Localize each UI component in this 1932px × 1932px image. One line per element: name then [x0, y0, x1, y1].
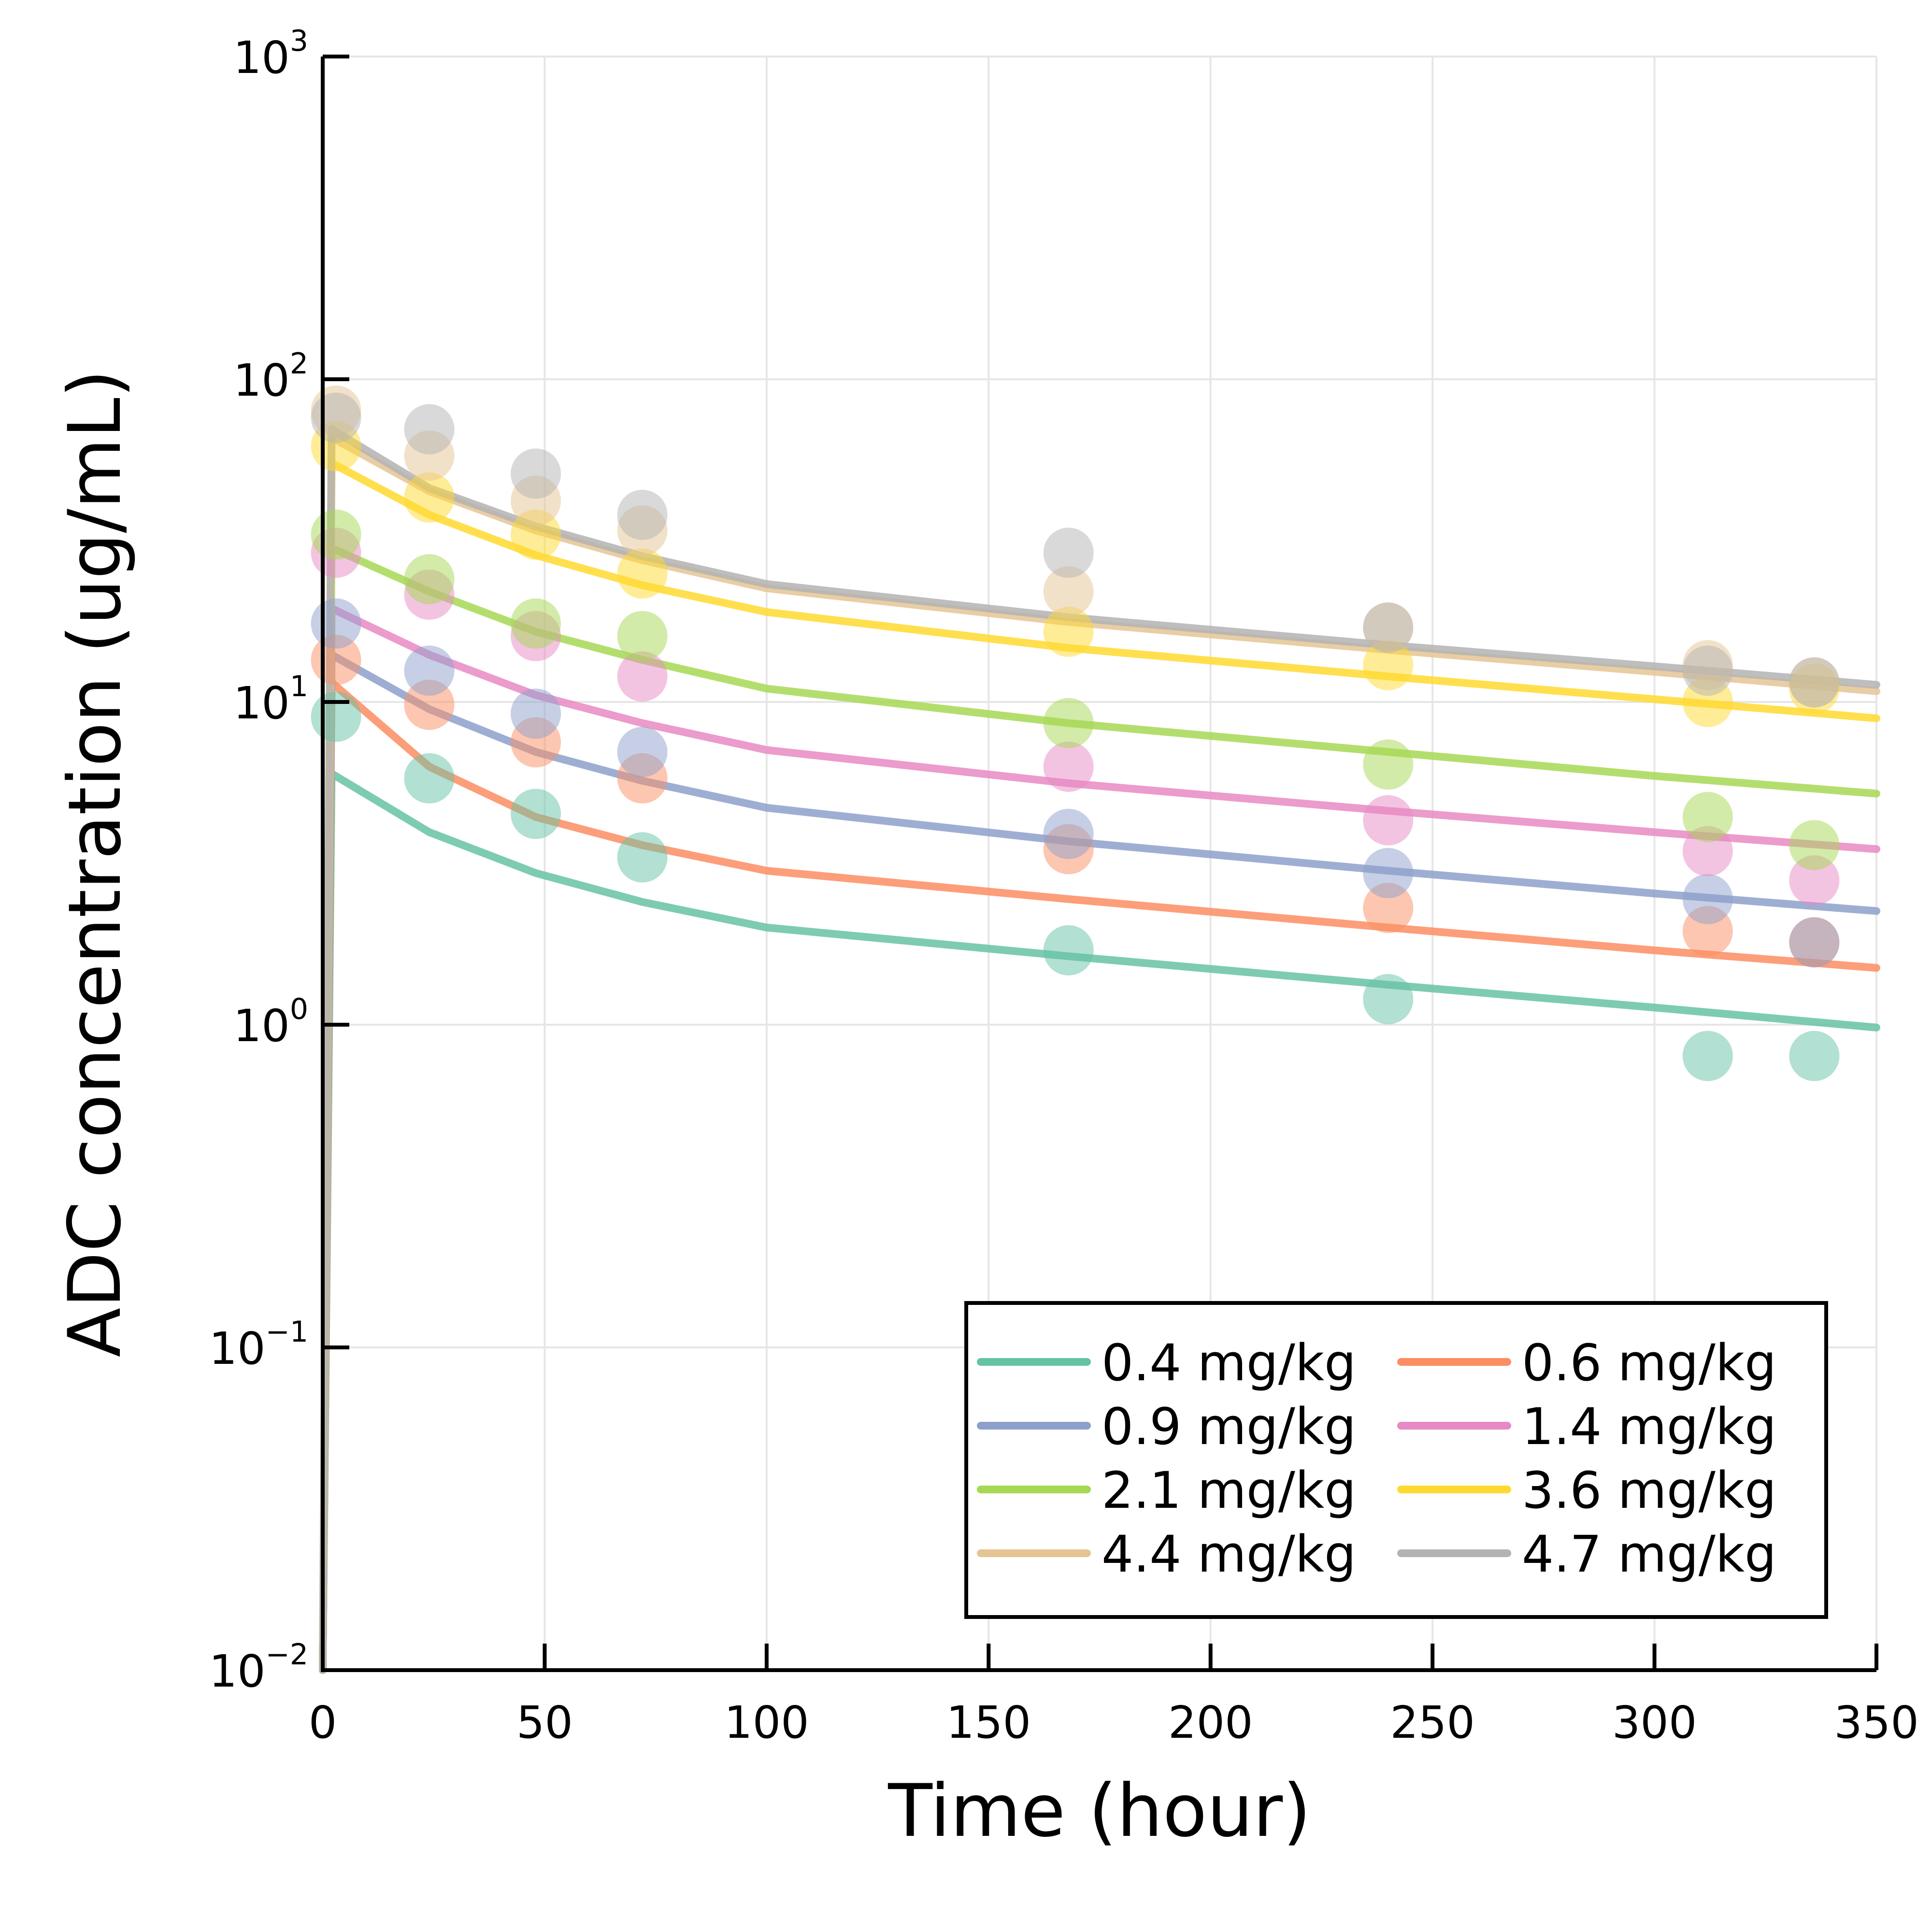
data-point: [617, 727, 668, 777]
x-tick-label: 150: [946, 1697, 1031, 1748]
y-tick-label: 100: [233, 992, 308, 1052]
data-point: [1363, 848, 1414, 899]
grid: [322, 56, 1877, 1671]
x-tick-label: 350: [1834, 1697, 1919, 1748]
data-point: [404, 645, 455, 696]
data-point: [617, 611, 668, 661]
data-point: [404, 472, 455, 523]
legend-label: 0.9 mg/kg: [1102, 1397, 1356, 1456]
legend-label: 2.1 mg/kg: [1102, 1461, 1356, 1520]
x-tick-label: 200: [1168, 1697, 1253, 1748]
data-point: [311, 691, 361, 742]
data-point: [1043, 698, 1094, 748]
data-point: [1363, 640, 1414, 690]
x-tick-label: 0: [309, 1697, 337, 1748]
data-point: [1789, 1030, 1840, 1081]
data-point: [311, 598, 361, 649]
data-point: [1789, 917, 1840, 968]
data-point: [511, 448, 561, 499]
series-line: [319, 678, 1880, 1674]
data-point: [511, 688, 561, 739]
data-point: [1789, 820, 1840, 871]
plot-area: [311, 385, 1880, 1674]
legend-box: [964, 1301, 1828, 1619]
y-tick-label: 10−2: [209, 1638, 308, 1697]
data-point: [311, 392, 361, 443]
data-point: [511, 788, 561, 839]
y-tick-label: 102: [233, 347, 308, 406]
data-point: [404, 404, 455, 455]
data-point: [404, 753, 455, 804]
data-point: [617, 489, 668, 540]
x-tick-label: 300: [1612, 1697, 1697, 1748]
legend-label: 0.4 mg/kg: [1102, 1333, 1356, 1392]
data-point: [1363, 974, 1414, 1025]
series-line: [319, 433, 1880, 1674]
data-point: [1682, 874, 1733, 925]
data-point: [617, 548, 668, 599]
data-point: [1363, 739, 1414, 790]
series-line: [319, 770, 1880, 1674]
data-point: [1363, 883, 1414, 933]
legend-label: 0.6 mg/kg: [1522, 1333, 1776, 1392]
data-point: [1043, 925, 1094, 976]
axes: 0 50 100 150 200 250 300 350 10−2 10−1 100 101 102 10…: [209, 24, 1918, 1748]
data-point: [1682, 645, 1733, 696]
data-point: [1043, 566, 1094, 617]
x-tick-label: 250: [1390, 1697, 1475, 1748]
y-tick-label: 103: [233, 24, 308, 84]
data-point: [311, 509, 361, 560]
y-axis-title: ADC concentration (ug/mL): [53, 370, 137, 1358]
series-line: [319, 604, 1880, 1674]
x-axis-title: Time (hour): [887, 1769, 1311, 1853]
legend-label: 3.6 mg/kg: [1522, 1461, 1776, 1520]
y-tick-label: 10−1: [209, 1315, 308, 1374]
data-point: [1043, 606, 1094, 657]
x-tick-label: 50: [516, 1697, 573, 1748]
series-line: [319, 425, 1880, 1674]
x-tick-label: 100: [724, 1697, 809, 1748]
legend: 0.4 mg/kg 0.6 mg/kg 0.9 mg/kg 1.4 mg/kg 2.1 …: [964, 1301, 1828, 1619]
data-point: [1043, 528, 1094, 578]
series-line: [319, 459, 1880, 1674]
data-point: [1043, 742, 1094, 792]
data-point: [1789, 855, 1840, 906]
data-point: [1682, 1030, 1733, 1081]
data-point: [1363, 602, 1414, 653]
series-line: [319, 544, 1880, 1674]
series-line: [319, 651, 1880, 1674]
data-point: [511, 598, 561, 649]
y-tick-label: 101: [233, 670, 308, 729]
data-point: [1789, 657, 1840, 708]
data-point: [1682, 792, 1733, 843]
data-point: [617, 832, 668, 883]
legend-label: 4.7 mg/kg: [1522, 1525, 1776, 1584]
legend-label: 1.4 mg/kg: [1522, 1397, 1776, 1456]
data-point: [1363, 795, 1414, 845]
legend-label: 4.4 mg/kg: [1102, 1525, 1356, 1584]
data-point: [617, 651, 668, 702]
data-point: [1043, 809, 1094, 859]
data-point: [404, 554, 455, 605]
